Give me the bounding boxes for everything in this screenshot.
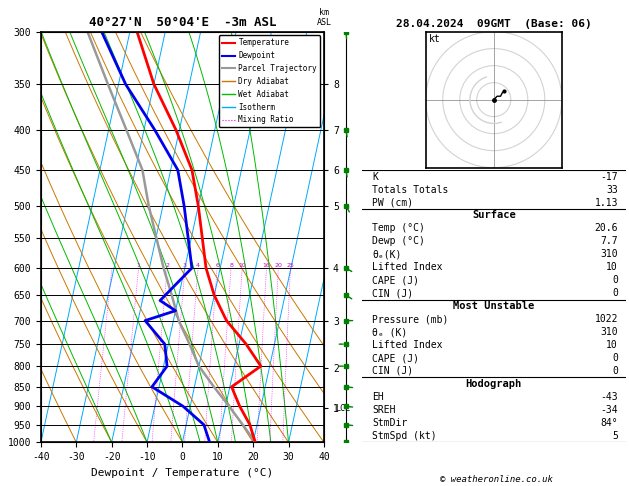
Text: Hodograph: Hodograph [465,379,522,389]
Text: © weatheronline.co.uk: © weatheronline.co.uk [440,474,554,484]
X-axis label: Dewpoint / Temperature (°C): Dewpoint / Temperature (°C) [91,468,274,478]
Text: EH: EH [372,392,384,402]
Text: 0: 0 [612,275,618,285]
Text: LCL: LCL [335,404,350,413]
Text: Most Unstable: Most Unstable [453,301,535,311]
Text: 5: 5 [612,431,618,441]
Legend: Temperature, Dewpoint, Parcel Trajectory, Dry Adiabat, Wet Adiabat, Isotherm, Mi: Temperature, Dewpoint, Parcel Trajectory… [218,35,320,127]
Text: CIN (J): CIN (J) [372,288,413,298]
Text: K: K [372,172,378,182]
Text: 16: 16 [262,263,270,268]
Text: 1.13: 1.13 [594,197,618,208]
Text: -43: -43 [600,392,618,402]
Text: CIN (J): CIN (J) [372,366,413,376]
Text: 25: 25 [287,263,294,268]
Text: 10: 10 [606,340,618,350]
Text: Temp (°C): Temp (°C) [372,224,425,233]
Text: 0: 0 [612,288,618,298]
Text: kt: kt [429,34,441,44]
Text: θₑ(K): θₑ(K) [372,249,402,260]
Text: 20.6: 20.6 [594,224,618,233]
Title: 40°27'N  50°04'E  -3m ASL: 40°27'N 50°04'E -3m ASL [89,16,276,29]
Text: 2: 2 [165,263,169,268]
Text: 33: 33 [606,185,618,194]
Text: 4: 4 [196,263,200,268]
Text: 28.04.2024  09GMT  (Base: 06): 28.04.2024 09GMT (Base: 06) [396,19,592,29]
Text: 6: 6 [215,263,219,268]
Text: 310: 310 [600,249,618,260]
Text: 84°: 84° [600,418,618,428]
Text: 1: 1 [136,263,140,268]
Text: 10: 10 [606,262,618,272]
Text: StmDir: StmDir [372,418,408,428]
Text: 20: 20 [274,263,282,268]
Y-axis label: hPa: hPa [0,227,2,247]
Text: 3: 3 [183,263,187,268]
Text: Pressure (mb): Pressure (mb) [372,314,448,324]
Text: CAPE (J): CAPE (J) [372,275,420,285]
Text: Surface: Surface [472,210,516,221]
Text: CAPE (J): CAPE (J) [372,353,420,363]
Text: km
ASL: km ASL [316,8,331,28]
Text: -34: -34 [600,405,618,415]
Text: Totals Totals: Totals Totals [372,185,448,194]
Text: 8: 8 [229,263,233,268]
Text: StmSpd (kt): StmSpd (kt) [372,431,437,441]
Text: 310: 310 [600,327,618,337]
Text: Lifted Index: Lifted Index [372,340,443,350]
Text: Dewp (°C): Dewp (°C) [372,236,425,246]
Text: 0: 0 [612,353,618,363]
Text: Lifted Index: Lifted Index [372,262,443,272]
Text: SREH: SREH [372,405,396,415]
Text: 10: 10 [238,263,246,268]
Text: -17: -17 [600,172,618,182]
Text: 0: 0 [612,366,618,376]
Text: 1022: 1022 [594,314,618,324]
Text: 7.7: 7.7 [600,236,618,246]
Text: θₑ (K): θₑ (K) [372,327,408,337]
Text: PW (cm): PW (cm) [372,197,413,208]
